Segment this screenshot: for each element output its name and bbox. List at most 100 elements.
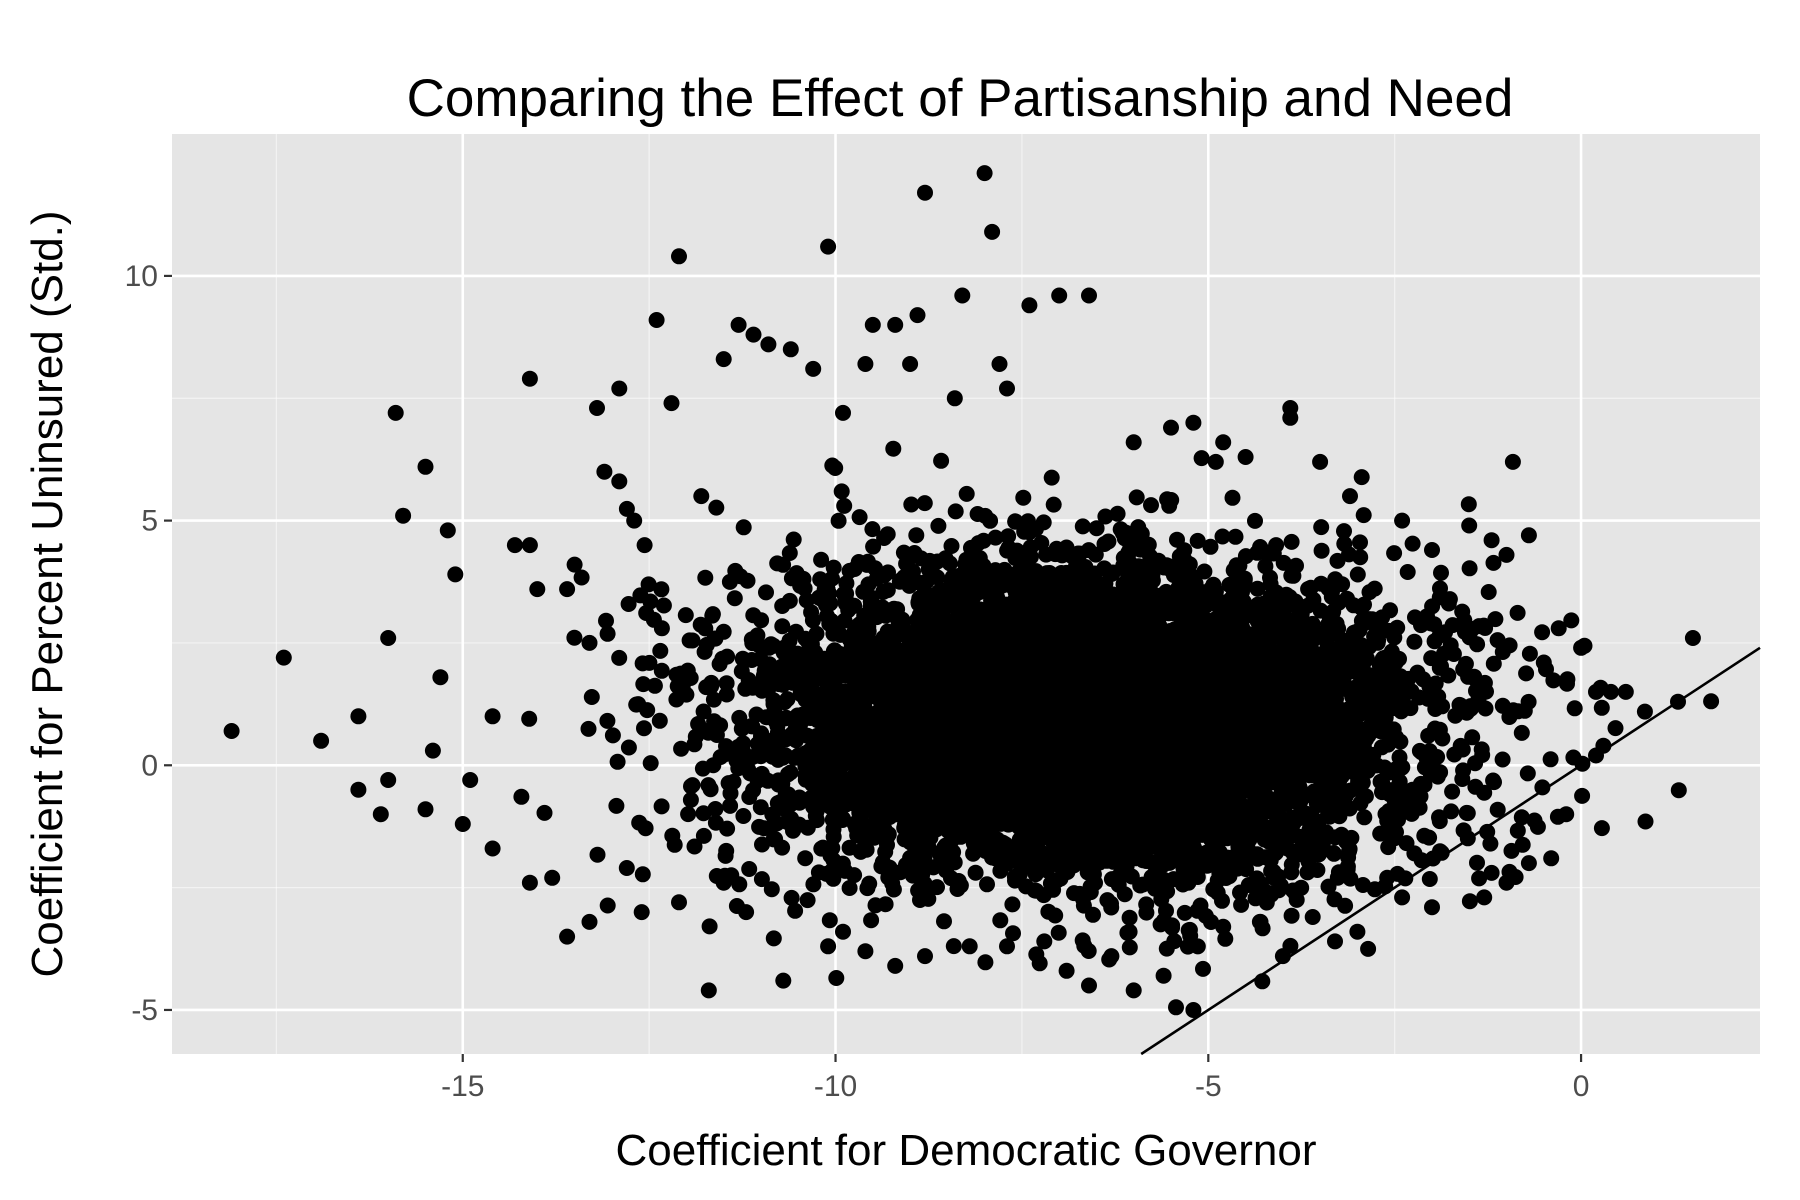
data-point — [908, 527, 925, 544]
data-point — [708, 727, 725, 743]
data-point — [1138, 904, 1155, 921]
data-point — [684, 777, 701, 794]
data-point — [668, 691, 685, 708]
data-point — [638, 605, 655, 621]
data-point — [599, 712, 616, 729]
data-point — [741, 789, 758, 805]
data-point — [885, 440, 902, 457]
data-point — [1249, 850, 1266, 867]
data-point — [1043, 469, 1060, 486]
data-point — [984, 849, 1000, 866]
data-point — [1464, 729, 1481, 746]
data-point — [583, 689, 600, 705]
data-point — [620, 596, 637, 612]
data-point — [799, 892, 816, 909]
data-point — [1593, 820, 1610, 837]
data-point — [774, 598, 791, 614]
data-point — [1313, 519, 1330, 536]
data-point — [734, 650, 751, 667]
data-point — [1233, 896, 1250, 913]
data-points — [223, 165, 1720, 1018]
data-point — [799, 819, 816, 836]
data-point — [903, 496, 920, 513]
data-point — [1526, 812, 1543, 829]
data-point — [634, 866, 651, 883]
data-point — [718, 842, 735, 859]
data-point — [1066, 885, 1082, 902]
data-point — [1314, 836, 1331, 853]
data-point — [1566, 700, 1583, 717]
data-point — [1337, 897, 1354, 914]
data-point — [1360, 940, 1377, 957]
data-point — [1080, 943, 1097, 959]
data-point — [1283, 907, 1300, 924]
data-point — [1143, 497, 1159, 514]
data-point — [1392, 733, 1409, 750]
data-point — [1176, 552, 1193, 569]
data-point — [859, 880, 876, 897]
data-point — [1559, 675, 1575, 692]
data-point — [655, 597, 672, 614]
data-point — [1480, 584, 1497, 600]
data-point — [1096, 536, 1113, 552]
data-point — [1288, 891, 1305, 908]
data-point — [1476, 784, 1493, 801]
data-point — [735, 808, 752, 824]
data-point — [1399, 564, 1416, 580]
data-point — [1636, 703, 1653, 720]
data-point — [1352, 549, 1369, 566]
data-point — [1352, 534, 1368, 551]
data-point — [851, 509, 868, 526]
data-point — [1189, 532, 1206, 549]
data-point — [636, 720, 652, 737]
data-point — [1382, 602, 1399, 619]
data-point — [732, 568, 749, 585]
data-point — [922, 829, 939, 846]
data-point — [652, 642, 669, 659]
data-point — [1454, 603, 1471, 620]
data-point — [589, 846, 606, 863]
data-point — [1563, 612, 1580, 629]
data-point — [975, 557, 992, 574]
data-point — [706, 713, 723, 730]
data-point — [632, 587, 649, 604]
data-point — [566, 629, 583, 646]
data-point — [718, 675, 735, 692]
data-point — [513, 788, 530, 805]
chart-title: Comparing the Effect of Partisanship and… — [407, 69, 1514, 128]
data-point — [1004, 896, 1021, 913]
data-point — [1461, 560, 1478, 577]
data-point — [653, 662, 670, 679]
data-point — [865, 538, 882, 555]
data-point — [637, 820, 654, 837]
data-point — [938, 862, 954, 879]
data-point — [1534, 624, 1551, 641]
data-point — [1193, 450, 1210, 467]
data-point — [1196, 563, 1213, 580]
data-point — [1203, 914, 1219, 930]
data-point — [1112, 521, 1129, 538]
data-point — [754, 836, 770, 853]
data-point — [1355, 877, 1371, 893]
data-point — [1305, 678, 1322, 694]
data-point — [677, 607, 694, 624]
data-point — [521, 710, 538, 727]
data-point — [680, 806, 697, 823]
data-point — [1422, 615, 1439, 632]
data-point — [967, 864, 984, 881]
data-point — [1045, 496, 1062, 513]
data-point — [1227, 528, 1244, 545]
data-point — [1519, 765, 1536, 782]
data-point — [1309, 862, 1326, 878]
data-point — [877, 896, 894, 913]
data-point — [686, 838, 703, 855]
data-point — [695, 703, 712, 720]
data-point — [1325, 603, 1342, 620]
data-point — [1429, 768, 1446, 785]
data-point — [788, 623, 804, 640]
data-point — [1050, 924, 1067, 941]
data-point — [753, 612, 770, 629]
data-point — [620, 739, 637, 756]
